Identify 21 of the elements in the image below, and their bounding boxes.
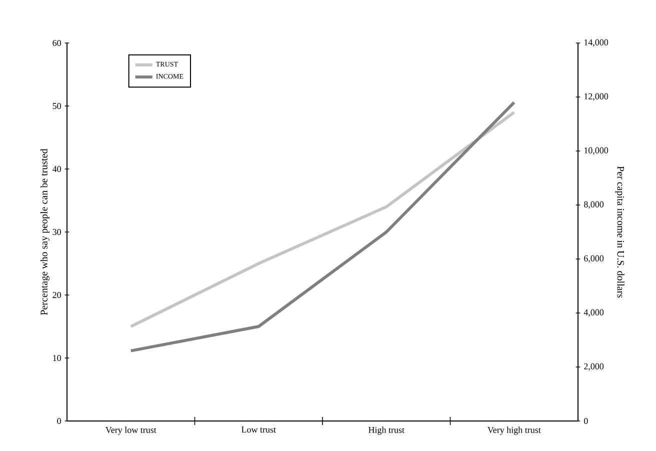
y-tick-label: 40 — [52, 166, 61, 172]
y-tick-label: 60 — [52, 40, 61, 46]
x-tick-label: High trust — [368, 426, 404, 435]
y2-tick-label: 8,000 — [584, 201, 604, 209]
y2-axis-title: Per capita income in U.S. dollars — [615, 166, 624, 298]
y2-tick-label: 0 — [584, 418, 588, 424]
y-tick-label: 50 — [52, 102, 61, 110]
x-tick-label: Very low trust — [105, 426, 156, 435]
y2-tick-label: 10,000 — [584, 147, 608, 155]
x-tick-label: Low trust — [242, 426, 276, 433]
y2-tick-label: 4,000 — [584, 309, 604, 317]
y-tick-label: 10 — [53, 354, 61, 362]
y-tick-label: 0 — [57, 418, 61, 424]
y-tick-label: 30 — [52, 228, 61, 236]
y2-tick-label: 14,000 — [584, 39, 608, 47]
y2-tick-label: 2,000 — [584, 363, 604, 371]
y2-tick-label: 6,000 — [584, 255, 604, 263]
y-tick-label: 20 — [52, 292, 61, 298]
y-axis-title: Percentage who say people can be trusted — [40, 148, 50, 316]
y2-tick-label: 12,000 — [584, 93, 608, 101]
x-tick-label: Very high trust — [487, 426, 541, 435]
